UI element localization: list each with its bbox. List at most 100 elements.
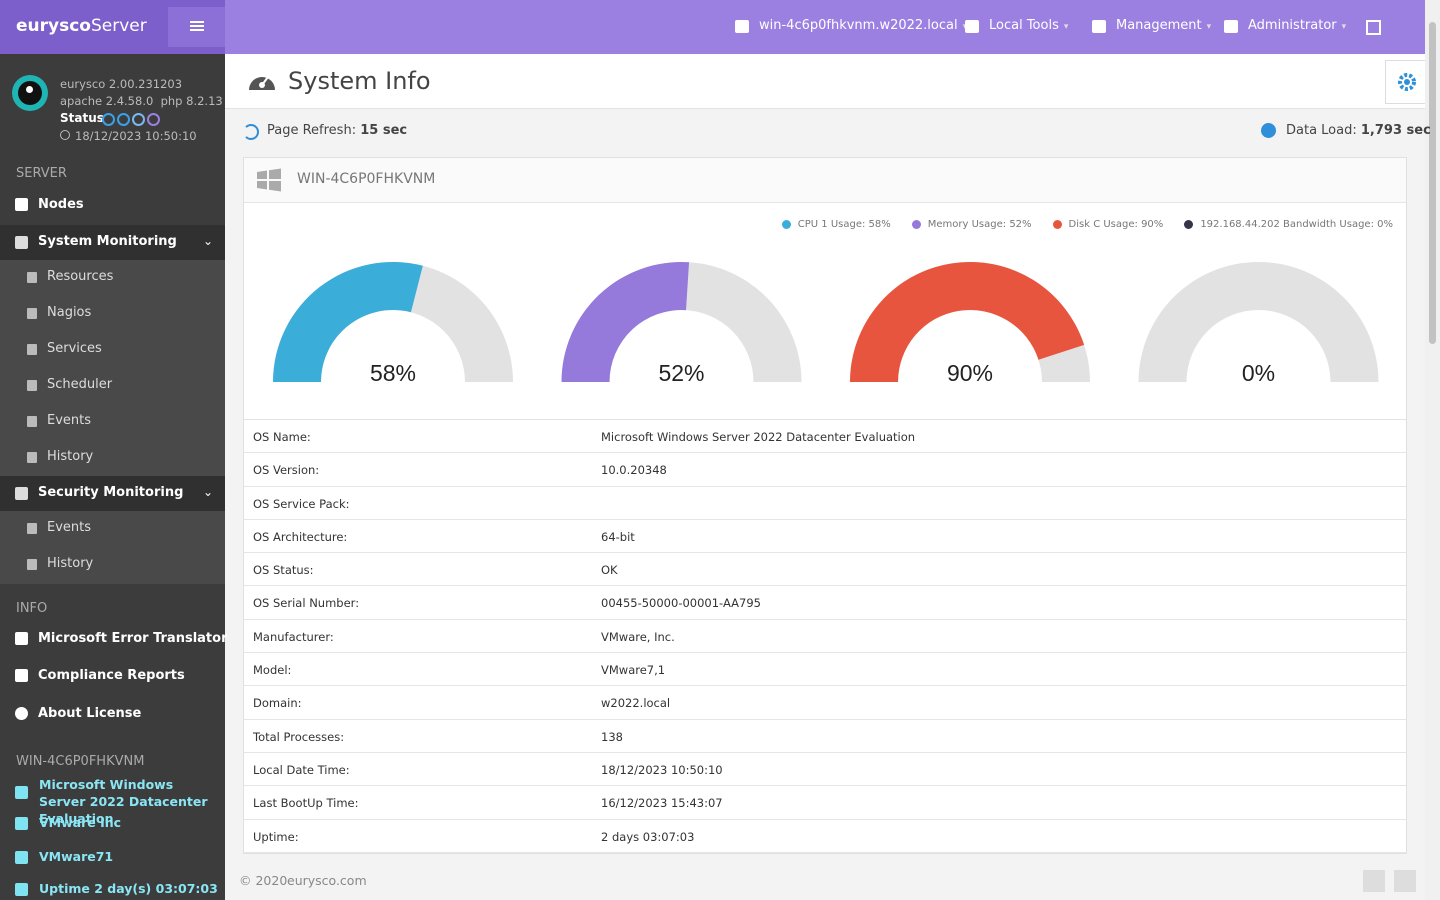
legend-item[interactable]: 192.168.44.202 Bandwidth Usage: 0% <box>1184 219 1393 230</box>
legend-item[interactable]: CPU 1 Usage: 58% <box>781 219 891 230</box>
row-label: OS Name: <box>253 430 311 444</box>
dashboard-icon <box>249 76 275 90</box>
nav-subitem[interactable]: Events <box>47 520 92 535</box>
settings-button[interactable] <box>1385 60 1427 104</box>
nav-subitem[interactable]: History <box>47 556 94 571</box>
row-label: Uptime: <box>253 829 299 844</box>
caret: ▾ <box>1341 22 1347 32</box>
host-item: VMware71 <box>39 849 114 864</box>
top-icon <box>735 20 749 33</box>
row-value: Microsoft Windows Server 2022 Datacenter… <box>601 430 916 444</box>
nav-item[interactable]: Compliance Reports <box>38 668 185 683</box>
row-label: OS Architecture: <box>253 529 348 544</box>
top-icon <box>965 20 979 33</box>
scroll-thumb[interactable] <box>1429 22 1436 344</box>
legend-item[interactable]: Memory Usage: 52% <box>911 219 1032 230</box>
panel-header <box>244 158 1406 203</box>
datetime: 18/12/2023 10:50:10 <box>75 129 197 143</box>
top-menu[interactable]: Administrator ▾ <box>1248 18 1347 33</box>
host-icon <box>15 786 28 799</box>
row-value: 2 days 03:07:03 <box>601 829 695 844</box>
table-row: OS Service Pack: <box>244 487 1406 520</box>
nav-subitem[interactable]: Resources <box>47 269 114 284</box>
hamburger-icon <box>190 21 204 23</box>
brand-rest: Server <box>90 16 147 36</box>
fullscreen-icon[interactable] <box>1366 20 1381 35</box>
submenu <box>0 511 225 584</box>
row-value: VMware, Inc. <box>601 629 675 644</box>
row-value: OK <box>601 563 618 578</box>
gauge-track <box>1138 262 1379 382</box>
site-link[interactable]: eurysco.com <box>287 873 367 888</box>
nav-subitem[interactable]: Scheduler <box>47 377 113 392</box>
host-icon <box>15 851 28 864</box>
legend-item[interactable]: Disk C Usage: 90% <box>1052 219 1164 230</box>
info-icon <box>15 707 28 720</box>
table-row: Total Processes: 138 <box>244 720 1406 753</box>
top-menu[interactable]: Management ▾ <box>1116 18 1212 33</box>
sub-icon <box>27 344 37 355</box>
menu-toggle[interactable] <box>168 7 225 47</box>
windows-icon <box>257 168 281 192</box>
row-label: OS Serial Number: <box>253 596 360 611</box>
section-heading: INFO <box>16 601 48 616</box>
nav-subitem[interactable]: Events <box>47 413 92 428</box>
data-load: Data Load: 1,793 sec <box>1286 123 1431 138</box>
table-row: Model: VMware7,1 <box>244 653 1406 687</box>
nav-group[interactable]: Security Monitoring <box>38 485 184 500</box>
status-label: Status <box>60 111 104 125</box>
table-row: OS Serial Number: 00455-50000-00001-AA795 <box>244 586 1406 620</box>
submenu <box>0 260 225 477</box>
legend: CPU 1 Usage: 58% Memory Usage: 52% Disk C … <box>781 219 1393 230</box>
table-row: Domain: w2022.local <box>244 686 1406 720</box>
gauge-label: 90% <box>947 360 993 386</box>
top-bar: win-4c6p0fhkvnm.w2022.local▾ Local Tools▾… <box>225 0 1425 54</box>
top-menu[interactable]: win-4c6p0fhkvnm.w2022.local▾ <box>759 18 967 33</box>
table-row: Local Date Time: 18/12/2023 10:50:10 <box>244 753 1406 787</box>
sub-icon <box>27 308 37 319</box>
gear-icon <box>1398 73 1416 91</box>
row-value: w2022.local <box>601 696 671 711</box>
scrollbar[interactable] <box>1425 0 1440 900</box>
section-heading: SERVER <box>16 166 67 181</box>
chevron: ⌄ <box>203 485 214 499</box>
host-icon <box>15 883 28 896</box>
gauge-value <box>561 262 690 382</box>
scroll-up[interactable] <box>1394 870 1416 892</box>
gauge-label: 58% <box>370 360 416 386</box>
info-icon <box>15 632 28 645</box>
nav-subitem[interactable]: History <box>47 449 94 464</box>
gauge-label: 52% <box>658 360 704 386</box>
nav-item[interactable]: About License <box>38 706 142 721</box>
status-icon <box>102 113 115 126</box>
sub-icon <box>27 380 37 391</box>
logo-pupil <box>26 86 33 93</box>
legend-label: 192.168.44.202 Bandwidth Usage: 0% <box>1200 219 1393 230</box>
stack: apache 2.4.58.0 php 8.2.13 <box>60 94 223 108</box>
refresh-icon <box>243 124 259 140</box>
nav-subitem[interactable]: Nagios <box>47 305 92 320</box>
nav-item[interactable]: Nodes <box>38 197 84 212</box>
row-label: Last BootUp Time: <box>253 796 359 811</box>
nav-item[interactable]: Microsoft Error Translator <box>38 631 228 646</box>
top-menu[interactable]: Local Tools ▾ <box>989 18 1069 33</box>
logo <box>12 75 48 111</box>
legend-label: Disk C Usage: 90% <box>1068 219 1164 230</box>
panel-title: WIN-4C6P0FHKVNM <box>297 171 436 187</box>
top-icon <box>1092 20 1106 33</box>
brand[interactable]: euryscoServer <box>16 16 147 36</box>
nav-subitem[interactable]: Services <box>47 341 102 356</box>
scroll-down[interactable] <box>1363 870 1385 892</box>
caret: ▾ <box>963 22 968 32</box>
table-row: OS Version: 10.0.20348 <box>244 453 1406 487</box>
info-table: OS Name: Microsoft Windows Server 2022 Da… <box>244 419 1406 853</box>
gauge-value <box>850 262 1085 382</box>
refresh-value: 15 sec <box>360 123 408 138</box>
sub-icon <box>27 559 37 570</box>
row-label: OS Service Pack: <box>253 496 350 511</box>
nav-group[interactable]: System Monitoring <box>38 234 177 249</box>
logo-eye <box>18 81 42 105</box>
host-panel: WIN-4C6P0FHKVNM 58% 52% 90% 0% CPU 1 Usage: … <box>243 157 1407 854</box>
row-value: 18/12/2023 10:50:10 <box>601 762 723 777</box>
nodes-icon <box>15 198 28 211</box>
